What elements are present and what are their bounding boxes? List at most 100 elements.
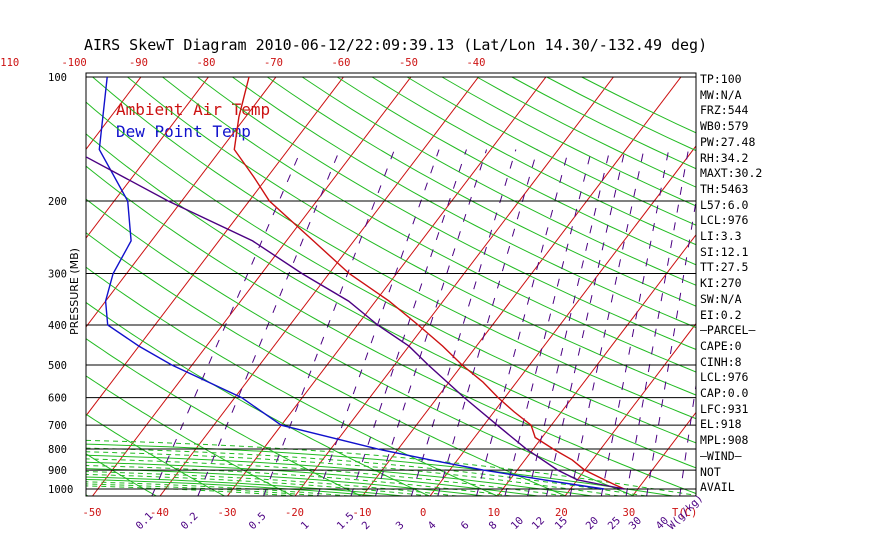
mixing-ratio-line bbox=[263, 149, 395, 496]
dry-adiabat-line bbox=[86, 413, 225, 496]
y-tick-label: 500 bbox=[48, 360, 67, 372]
isotherm-line bbox=[0, 77, 6, 496]
mixing-ratio-label: 3 bbox=[394, 519, 407, 532]
stat-item: LCL:976 bbox=[700, 213, 749, 228]
mixing-ratio-line bbox=[475, 149, 570, 496]
stat-item: TT:27.5 bbox=[700, 260, 749, 275]
isotherm-line bbox=[632, 411, 696, 496]
series-line-2 bbox=[86, 156, 625, 490]
mixing-ratio-label: 25 bbox=[606, 515, 623, 532]
stat-item: CAP:0.0 bbox=[700, 386, 749, 401]
top-tick-label: -110 bbox=[0, 57, 19, 69]
dry-adiabat-line bbox=[336, 76, 696, 266]
stat-item: TH:5463 bbox=[700, 181, 749, 196]
mixing-ratio-label: 10 bbox=[509, 515, 526, 532]
top-tick-label: -60 bbox=[331, 57, 350, 69]
isotherm-line bbox=[0, 77, 73, 496]
stat-item: L57:6.0 bbox=[700, 197, 749, 212]
mixing-ratio-line bbox=[317, 149, 440, 496]
y-tick-label: 600 bbox=[48, 393, 67, 405]
mixing-ratio-line bbox=[646, 198, 696, 496]
isotherm-line bbox=[429, 145, 696, 496]
mixing-ratio-label: 0.5 bbox=[247, 510, 269, 532]
dry-adiabat-line bbox=[232, 76, 696, 329]
mixing-ratio-line bbox=[546, 149, 626, 496]
dry-adiabat-line bbox=[406, 76, 696, 226]
series-line-0 bbox=[233, 76, 625, 490]
moist-adiabat-line bbox=[86, 483, 323, 496]
stat-item: KI:270 bbox=[700, 276, 742, 291]
isotherm-line bbox=[86, 76, 344, 417]
top-tick-label: -80 bbox=[196, 57, 215, 69]
bottom-tick-label: 30 bbox=[623, 507, 636, 519]
isotherm-line bbox=[835, 77, 870, 496]
mixing-ratio-line bbox=[374, 149, 488, 496]
moist-adiabat-line bbox=[86, 447, 647, 496]
stat-item: LFC:931 bbox=[700, 401, 749, 416]
top-tick-label: -90 bbox=[129, 57, 148, 69]
mixing-ratio-line bbox=[197, 149, 341, 496]
mixing-ratio-line bbox=[600, 149, 670, 496]
y-tick-label: 700 bbox=[48, 420, 67, 432]
bottom-tick-label: -30 bbox=[218, 507, 237, 519]
mixing-ratio-label: 4 bbox=[426, 519, 439, 532]
legend-ambient-temp: Ambient Air Temp bbox=[116, 100, 271, 119]
isotherm-line bbox=[497, 233, 696, 496]
dry-adiabat-line bbox=[86, 165, 696, 495]
isotherm-line bbox=[564, 322, 696, 496]
series-line-1 bbox=[98, 76, 605, 490]
legend-dewpoint-temp: Dew Point Temp bbox=[116, 122, 251, 141]
mixing-ratio-line bbox=[625, 149, 689, 496]
stat-item: EI:0.2 bbox=[700, 307, 742, 322]
bottom-tick-label: -10 bbox=[353, 507, 372, 519]
bottom-tick-label: T(C) bbox=[672, 507, 697, 519]
dry-adiabat-line bbox=[86, 101, 696, 444]
top-tick-label: -70 bbox=[264, 57, 283, 69]
dry-adiabat-line bbox=[197, 76, 696, 351]
stat-item: LCL:976 bbox=[700, 370, 749, 385]
dry-adiabat-line bbox=[86, 494, 89, 496]
mixing-ratio-label: 1 bbox=[299, 519, 312, 532]
dry-adiabat-line bbox=[86, 232, 566, 496]
mixing-ratio-line bbox=[679, 382, 696, 496]
bottom-tick-label: 10 bbox=[488, 507, 501, 519]
dry-adiabat-line bbox=[301, 76, 696, 286]
bottom-tick-label: 0 bbox=[420, 507, 426, 519]
dry-adiabat-line bbox=[86, 198, 635, 496]
y-tick-label: 400 bbox=[48, 320, 67, 332]
top-tick-label: -50 bbox=[399, 57, 418, 69]
mixing-ratio-line bbox=[569, 149, 645, 496]
y-tick-label: 1000 bbox=[48, 484, 73, 496]
top-tick-label: -100 bbox=[61, 57, 86, 69]
isotherm-line bbox=[768, 77, 870, 496]
stat-item: MAXT:30.2 bbox=[700, 166, 763, 181]
y-tick-label: 100 bbox=[48, 72, 67, 84]
isotherm-line bbox=[86, 76, 142, 151]
isotherm-line bbox=[362, 76, 682, 496]
mixing-ratio-label: 6 bbox=[459, 519, 472, 532]
y-tick-label: 300 bbox=[48, 269, 67, 281]
mixing-ratio-label: 8 bbox=[487, 519, 500, 532]
stat-item: NOT bbox=[700, 464, 721, 479]
stat-item: PW:27.48 bbox=[700, 134, 756, 149]
stat-item: EL:918 bbox=[700, 417, 742, 432]
mixing-ratio-label: 2 bbox=[360, 519, 373, 532]
moist-adiabat-line bbox=[86, 481, 350, 496]
dry-adiabat-line bbox=[127, 76, 696, 396]
isotherm-line bbox=[92, 76, 412, 496]
profile-layer bbox=[86, 76, 625, 490]
stat-item: WB0:579 bbox=[700, 119, 749, 134]
moist-adiabat-line bbox=[86, 465, 512, 496]
dry-adiabat-line bbox=[86, 338, 362, 496]
dry-adiabat-line bbox=[86, 453, 157, 496]
mixing-ratio-line bbox=[437, 149, 538, 496]
moist-adiabat-line bbox=[86, 473, 431, 496]
stat-item: AVAIL bbox=[700, 480, 735, 495]
stat-item: —WIND— bbox=[700, 448, 742, 463]
isotherm-line bbox=[86, 76, 209, 239]
stat-item: MPL:908 bbox=[700, 433, 749, 448]
dry-adiabat-line bbox=[86, 301, 430, 496]
stat-item: MW:N/A bbox=[700, 87, 742, 102]
y-tick-label: 200 bbox=[48, 196, 67, 208]
y-tick-label: 900 bbox=[48, 465, 67, 477]
